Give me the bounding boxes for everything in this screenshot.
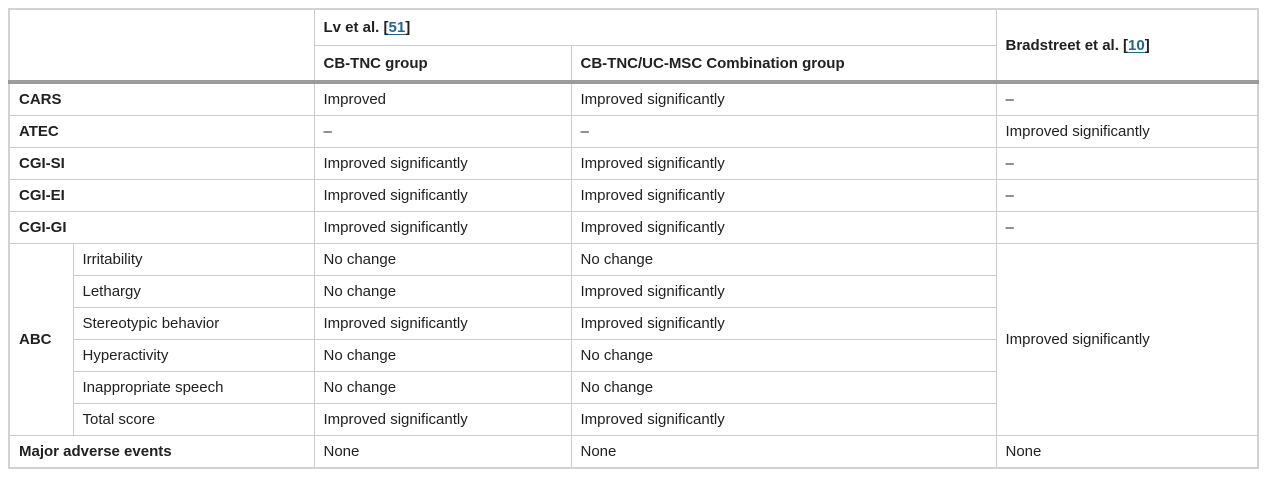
sub-label-inappropriate-speech: Inappropriate speech [72, 371, 315, 404]
cell-irritability-combination: No change [570, 243, 997, 276]
cell-adverse-bradstreet: None [995, 435, 1259, 469]
cell-cars-combination: Improved significantly [570, 80, 997, 116]
cell-cgi-ei-combination: Improved significantly [570, 179, 997, 212]
corner-empty-cell [8, 8, 315, 83]
row-label-major-adverse-events: Major adverse events [8, 435, 315, 469]
cell-inappropriate-speech-combination: No change [570, 371, 997, 404]
cell-atec-cbtnc: – [313, 115, 572, 148]
table-row-abc-inappropriate-speech: Inappropriate speech No change No change [9, 371, 1258, 404]
table-row-abc-irritability: ABC Irritability No change No change Imp… [8, 243, 1259, 436]
reference-link-51[interactable]: 51 [388, 19, 406, 36]
cell-cgi-ei-bradstreet: – [995, 179, 1259, 212]
cell-adverse-cbtnc: None [313, 435, 572, 469]
table-row-atec: ATEC – – Improved significantly [8, 115, 1259, 148]
cell-stereotypic-combination: Improved significantly [570, 307, 997, 340]
sub-label-hyperactivity: Hyperactivity [72, 339, 315, 372]
cell-cgi-si-bradstreet: – [995, 147, 1259, 180]
cell-cgi-gi-cbtnc: Improved significantly [313, 211, 572, 244]
sub-label-irritability: Irritability [72, 243, 315, 276]
table-row-cgi-si: CGI-SI Improved significantly Improved s… [8, 147, 1259, 180]
study-label-suffix: ] [405, 19, 411, 36]
table-row-abc-stereotypic: Stereotypic behavior Improved significan… [9, 307, 1258, 340]
cell-cgi-ei-cbtnc: Improved significantly [313, 179, 572, 212]
cell-irritability-cbtnc: No change [313, 243, 572, 276]
group-header-row: CB-TNC group CB-TNC/UC-MSC Combination g… [9, 45, 1258, 83]
table-row-abc-hyperactivity: Hyperactivity No change No change [9, 339, 1258, 372]
row-label-cgi-gi: CGI-GI [8, 211, 315, 244]
cell-hyperactivity-cbtnc: No change [313, 339, 572, 372]
group-header-combination: CB-TNC/UC-MSC Combination group [570, 45, 997, 83]
table-row-cars: CARS Improved Improved significantly – [8, 80, 1259, 116]
cell-cgi-si-combination: Improved significantly [570, 147, 997, 180]
study-header-bradstreet: Bradstreet et al. [10] [995, 8, 1259, 83]
outcomes-comparison-table: Lv et al. [51] Bradstreet et al. [10] CB… [8, 8, 1259, 469]
cell-cars-bradstreet: – [995, 80, 1259, 116]
row-label-abc: ABC [8, 243, 74, 436]
sub-label-stereotypic-behavior: Stereotypic behavior [72, 307, 315, 340]
study-header-row: Lv et al. [51] Bradstreet et al. [10] [8, 8, 1259, 83]
table-row-cgi-ei: CGI-EI Improved significantly Improved s… [8, 179, 1259, 212]
study-label-prefix: Bradstreet et al. [ [1005, 36, 1129, 54]
row-label-atec: ATEC [8, 115, 315, 148]
cell-stereotypic-cbtnc: Improved significantly [313, 307, 572, 340]
cell-hyperactivity-combination: No change [570, 339, 997, 372]
row-label-cgi-ei: CGI-EI [8, 179, 315, 212]
cell-inappropriate-speech-cbtnc: No change [313, 371, 572, 404]
study-label-prefix: Lv et al. [ [323, 19, 389, 36]
reference-link-10[interactable]: 10 [1128, 36, 1145, 54]
row-label-cars: CARS [8, 80, 315, 116]
cell-lethargy-combination: Improved significantly [570, 275, 997, 308]
cell-cgi-gi-bradstreet: – [995, 211, 1259, 244]
table-row-abc-total-score: Total score Improved significantly Impro… [9, 403, 1258, 436]
table-row-cgi-gi: CGI-GI Improved significantly Improved s… [8, 211, 1259, 244]
study-label-suffix: ] [1144, 36, 1150, 54]
cell-cgi-si-cbtnc: Improved significantly [313, 147, 572, 180]
cell-total-score-combination: Improved significantly [570, 403, 997, 436]
table-row-abc-lethargy: Lethargy No change Improved significantl… [9, 275, 1258, 308]
row-label-cgi-si: CGI-SI [8, 147, 315, 180]
sub-label-total-score: Total score [72, 403, 315, 436]
sub-label-lethargy: Lethargy [72, 275, 315, 308]
cell-adverse-combination: None [570, 435, 997, 469]
cell-atec-combination: – [570, 115, 997, 148]
cell-abc-bradstreet: Improved significantly [995, 243, 1259, 436]
group-header-cbtnc: CB-TNC group [313, 45, 572, 83]
table-row-major-adverse-events: Major adverse events None None None [8, 435, 1259, 469]
cell-total-score-cbtnc: Improved significantly [313, 403, 572, 436]
cell-cgi-gi-combination: Improved significantly [570, 211, 997, 244]
cell-cars-cbtnc: Improved [313, 80, 572, 116]
study-header-lv: Lv et al. [51] [313, 8, 997, 46]
cell-atec-bradstreet: Improved significantly [995, 115, 1259, 148]
cell-lethargy-cbtnc: No change [313, 275, 572, 308]
